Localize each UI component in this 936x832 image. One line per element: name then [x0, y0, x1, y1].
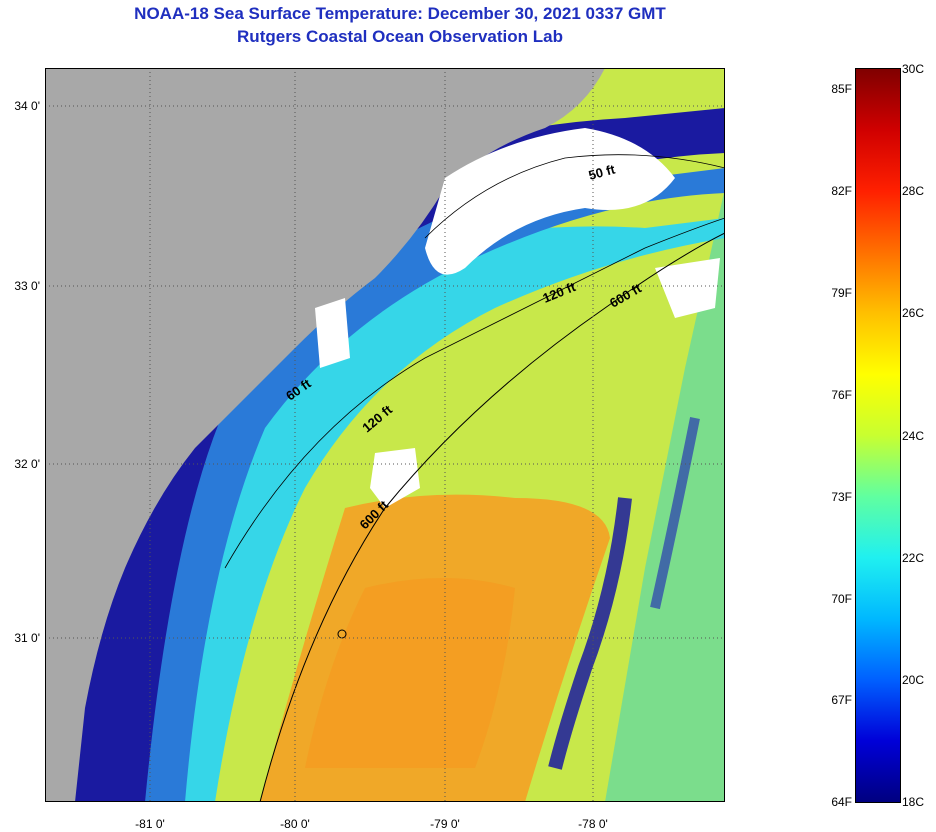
contour-label: 50 ft — [587, 161, 617, 183]
temperature-colorbar — [855, 68, 901, 803]
chart-title: NOAA-18 Sea Surface Temperature: Decembe… — [134, 4, 666, 23]
lon-label-79: -79 0' — [430, 817, 460, 831]
chart-subtitle: Rutgers Coastal Ocean Observation Lab — [237, 27, 563, 46]
warm-core — [305, 578, 515, 768]
colorbar-c-label: 30C — [902, 62, 925, 76]
lat-label-33: 33 0' — [14, 279, 40, 293]
colorbar-f-label: 82F — [831, 184, 852, 198]
lat-label-34: 34 0' — [14, 99, 40, 113]
sst-map: 50 ft 60 ft 120 ft 120 ft 600 ft 600 ft — [45, 68, 725, 802]
lat-label-32: 32 0' — [14, 457, 40, 471]
colorbar-f-label: 67F — [831, 693, 852, 707]
cloud-nearshore — [425, 128, 675, 275]
lon-label-80: -80 0' — [280, 817, 310, 831]
colorbar-c-label: 20C — [902, 673, 925, 687]
lat-label-31: 31 0' — [14, 631, 40, 645]
colorbar-f-label: 85F — [831, 82, 852, 96]
colorbar-c-label: 22C — [902, 551, 925, 565]
colorbar-f-label: 76F — [831, 388, 852, 402]
land — [45, 68, 605, 802]
colorbar-c-label: 26C — [902, 306, 925, 320]
graticule — [45, 68, 725, 802]
offshore-band — [605, 188, 725, 802]
lon-label-78: -78 0' — [578, 817, 608, 831]
cloud-coast — [315, 298, 350, 368]
cold-streak — [548, 497, 632, 770]
map-frame — [45, 68, 725, 802]
isobath-120ft — [224, 217, 725, 569]
cold-streak-2 — [650, 417, 700, 610]
isobath-50ft — [424, 154, 725, 239]
lon-label-81: -81 0' — [135, 817, 165, 831]
colorbar-f-label: 64F — [831, 795, 852, 809]
colorbar-c-label: 28C — [902, 184, 925, 198]
isobath-600ft — [259, 232, 725, 802]
cloud-mid — [370, 448, 420, 508]
colorbar-f-label: 73F — [831, 490, 852, 504]
colorbar-c-label: 24C — [902, 429, 925, 443]
cloud-east — [655, 258, 720, 318]
colorbar-c-label: 18C — [902, 795, 925, 809]
colorbar-f-label: 70F — [831, 592, 852, 606]
colorbar-f-label: 79F — [831, 286, 852, 300]
